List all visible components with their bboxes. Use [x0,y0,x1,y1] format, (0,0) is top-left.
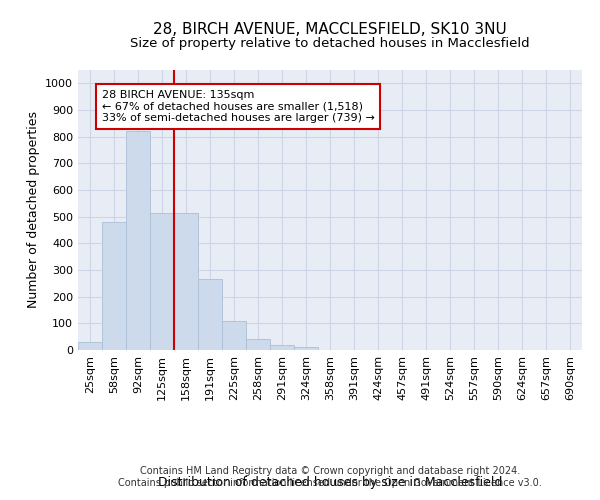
X-axis label: Distribution of detached houses by size in Macclesfield: Distribution of detached houses by size … [158,476,502,490]
Bar [102,222,126,350]
Bar [78,342,102,350]
Bar [270,344,294,350]
Bar [222,320,246,350]
Text: Size of property relative to detached houses in Macclesfield: Size of property relative to detached ho… [130,38,530,51]
Bar [126,132,150,350]
Text: Contains public sector information licensed under the Open Government Licence v3: Contains public sector information licen… [118,478,542,488]
Bar [246,340,270,350]
Text: 28 BIRCH AVENUE: 135sqm
← 67% of detached houses are smaller (1,518)
33% of semi: 28 BIRCH AVENUE: 135sqm ← 67% of detache… [102,90,375,123]
Bar [198,280,222,350]
Bar [174,212,198,350]
Y-axis label: Number of detached properties: Number of detached properties [26,112,40,308]
Bar [294,348,318,350]
Text: Contains HM Land Registry data © Crown copyright and database right 2024.: Contains HM Land Registry data © Crown c… [140,466,520,476]
Bar [150,212,174,350]
Text: 28, BIRCH AVENUE, MACCLESFIELD, SK10 3NU: 28, BIRCH AVENUE, MACCLESFIELD, SK10 3NU [153,22,507,38]
